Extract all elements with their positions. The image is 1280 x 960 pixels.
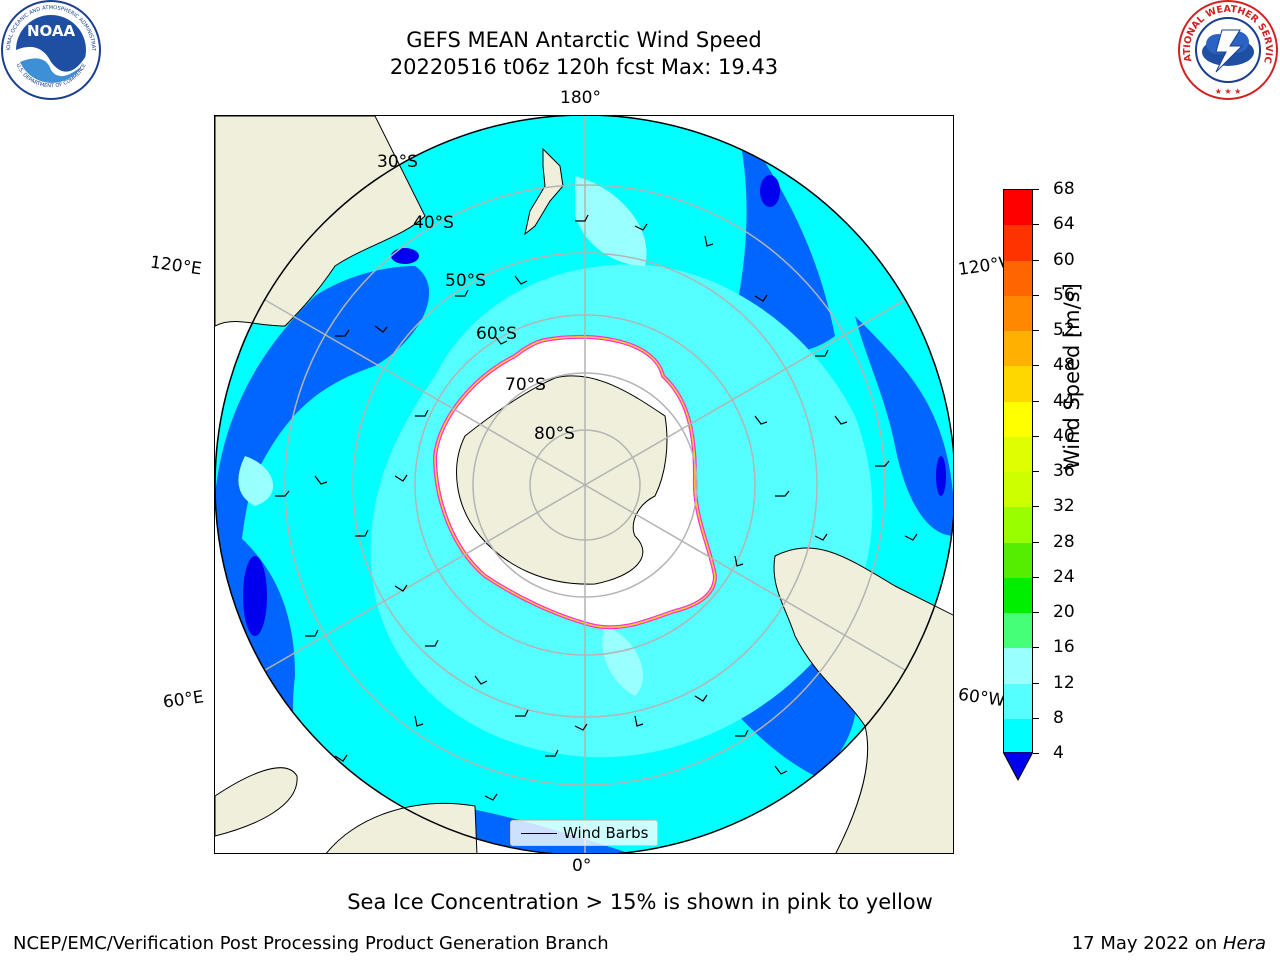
colorbar-segment xyxy=(1004,472,1032,508)
colorbar-tick-label: 40 xyxy=(1053,425,1075,446)
lon-label-0: 0° xyxy=(572,856,592,876)
colorbar-segment xyxy=(1004,331,1032,367)
legend-label: Wind Barbs xyxy=(563,824,649,842)
chart-subtitle: 20220516 t06z 120h fcst Max: 19.43 xyxy=(389,55,779,79)
lon-label-120e: 120°E xyxy=(148,252,203,280)
colorbar-tick xyxy=(1033,365,1039,367)
noaa-logo: NOAA NATIONAL OCEANIC AND ATMOSPHERIC AD… xyxy=(0,0,101,100)
nws-logo: NATIONAL WEATHER SERVICE ★ ★ ★ xyxy=(1176,0,1278,100)
colorbar-tick-label: 20 xyxy=(1053,602,1075,622)
colorbar-segment xyxy=(1004,401,1032,438)
lon-label-180: 180° xyxy=(560,88,601,108)
lat-label-70s: 70°S xyxy=(505,375,546,395)
colorbar-segment xyxy=(1004,190,1032,226)
svg-text:★ ★ ★: ★ ★ ★ xyxy=(1215,87,1242,96)
colorbar-tick-label: 52 xyxy=(1053,320,1075,340)
footer-machine: Hera xyxy=(1222,933,1266,954)
polar-map: 30°S 40°S 50°S 60°S 70°S 80°S Wind Barbs xyxy=(214,115,954,854)
footer-branch: NCEP/EMC/Verification Post Processing Pr… xyxy=(13,933,609,954)
colorbar-segment xyxy=(1004,683,1032,720)
colorbar-tick xyxy=(1033,400,1039,402)
colorbar-tick xyxy=(1033,189,1039,190)
colorbar-tick-label: 64 xyxy=(1053,214,1075,235)
colorbar-segment xyxy=(1004,577,1032,614)
new-zealand-landmass xyxy=(524,147,564,236)
colorbar-tick xyxy=(1033,259,1039,261)
lat-label-50s: 50°S xyxy=(445,271,486,291)
colorbar-segment xyxy=(1004,260,1032,297)
colorbar-tick-label: 68 xyxy=(1053,179,1075,199)
graticule xyxy=(215,116,953,853)
colorbar-tick-label: 36 xyxy=(1053,461,1075,481)
colorbar-tick-label: 28 xyxy=(1053,531,1075,552)
sea-ice-caption: Sea Ice Concentration > 15% is shown in … xyxy=(347,890,933,914)
colorbar-segment xyxy=(1004,507,1032,543)
colorbar-tick xyxy=(1033,224,1039,226)
colorbar-segment xyxy=(1004,366,1032,402)
colorbar-tick-label: 8 xyxy=(1053,707,1064,728)
colorbar-segment xyxy=(1004,295,1032,332)
polar-map-svg xyxy=(215,116,953,853)
colorbar-tick-label: 56 xyxy=(1053,284,1075,305)
colorbar-segment xyxy=(1004,225,1032,261)
footer-date: 17 May 2022 on Hera xyxy=(1072,933,1266,954)
noaa-logo-text: NOAA xyxy=(27,22,76,40)
colorbar xyxy=(1003,189,1033,755)
footer-date-text: 17 May 2022 on xyxy=(1071,933,1223,954)
colorbar-tick-label: 48 xyxy=(1053,355,1075,376)
lat-label-40s: 40°S xyxy=(413,213,454,233)
lon-label-60w: 60°W xyxy=(956,684,1007,712)
lat-label-60s: 60°S xyxy=(476,324,517,344)
colorbar-tick-label: 12 xyxy=(1053,672,1075,693)
colorbar-segment xyxy=(1004,613,1032,649)
colorbar-tick xyxy=(1033,435,1039,437)
colorbar-tick xyxy=(1033,471,1039,472)
colorbar-tick-label: 60 xyxy=(1053,249,1075,270)
colorbar-segment xyxy=(1004,648,1032,684)
wind-barb-legend-line xyxy=(521,833,557,834)
colorbar-tick xyxy=(1033,330,1039,331)
colorbar-title: Wind Speed [m/s] xyxy=(1060,283,1084,470)
colorbar-tick-label: 4 xyxy=(1053,743,1064,763)
colorbar-segment xyxy=(1004,436,1032,473)
colorbar-tick-label: 24 xyxy=(1053,566,1075,587)
colorbar-tick xyxy=(1033,506,1039,508)
colorbar-tick xyxy=(1033,294,1039,296)
lon-label-60e: 60°E xyxy=(161,687,206,713)
colorbar-tick-label: 44 xyxy=(1053,390,1075,411)
colorbar-tick xyxy=(1033,612,1039,613)
colorbar-tick xyxy=(1033,753,1039,754)
colorbar-tick-label: 16 xyxy=(1053,637,1075,658)
lat-label-80s: 80°S xyxy=(534,424,575,444)
wind-barbs xyxy=(275,214,918,801)
chart-title: GEFS MEAN Antarctic Wind Speed xyxy=(406,28,762,52)
map-legend: Wind Barbs xyxy=(510,820,658,846)
colorbar-segment xyxy=(1004,542,1032,579)
colorbar-tick xyxy=(1033,647,1039,649)
colorbar-tick xyxy=(1033,541,1039,543)
colorbar-tick xyxy=(1033,576,1039,578)
colorbar-tick-label: 32 xyxy=(1053,496,1075,517)
colorbar-tick xyxy=(1033,717,1039,719)
lat-label-30s: 30°S xyxy=(377,152,418,172)
colorbar-segment xyxy=(1004,718,1032,755)
colorbar-tick xyxy=(1033,682,1039,684)
madagascar-landmass xyxy=(215,767,298,837)
colorbar-under-arrow xyxy=(1003,752,1033,782)
